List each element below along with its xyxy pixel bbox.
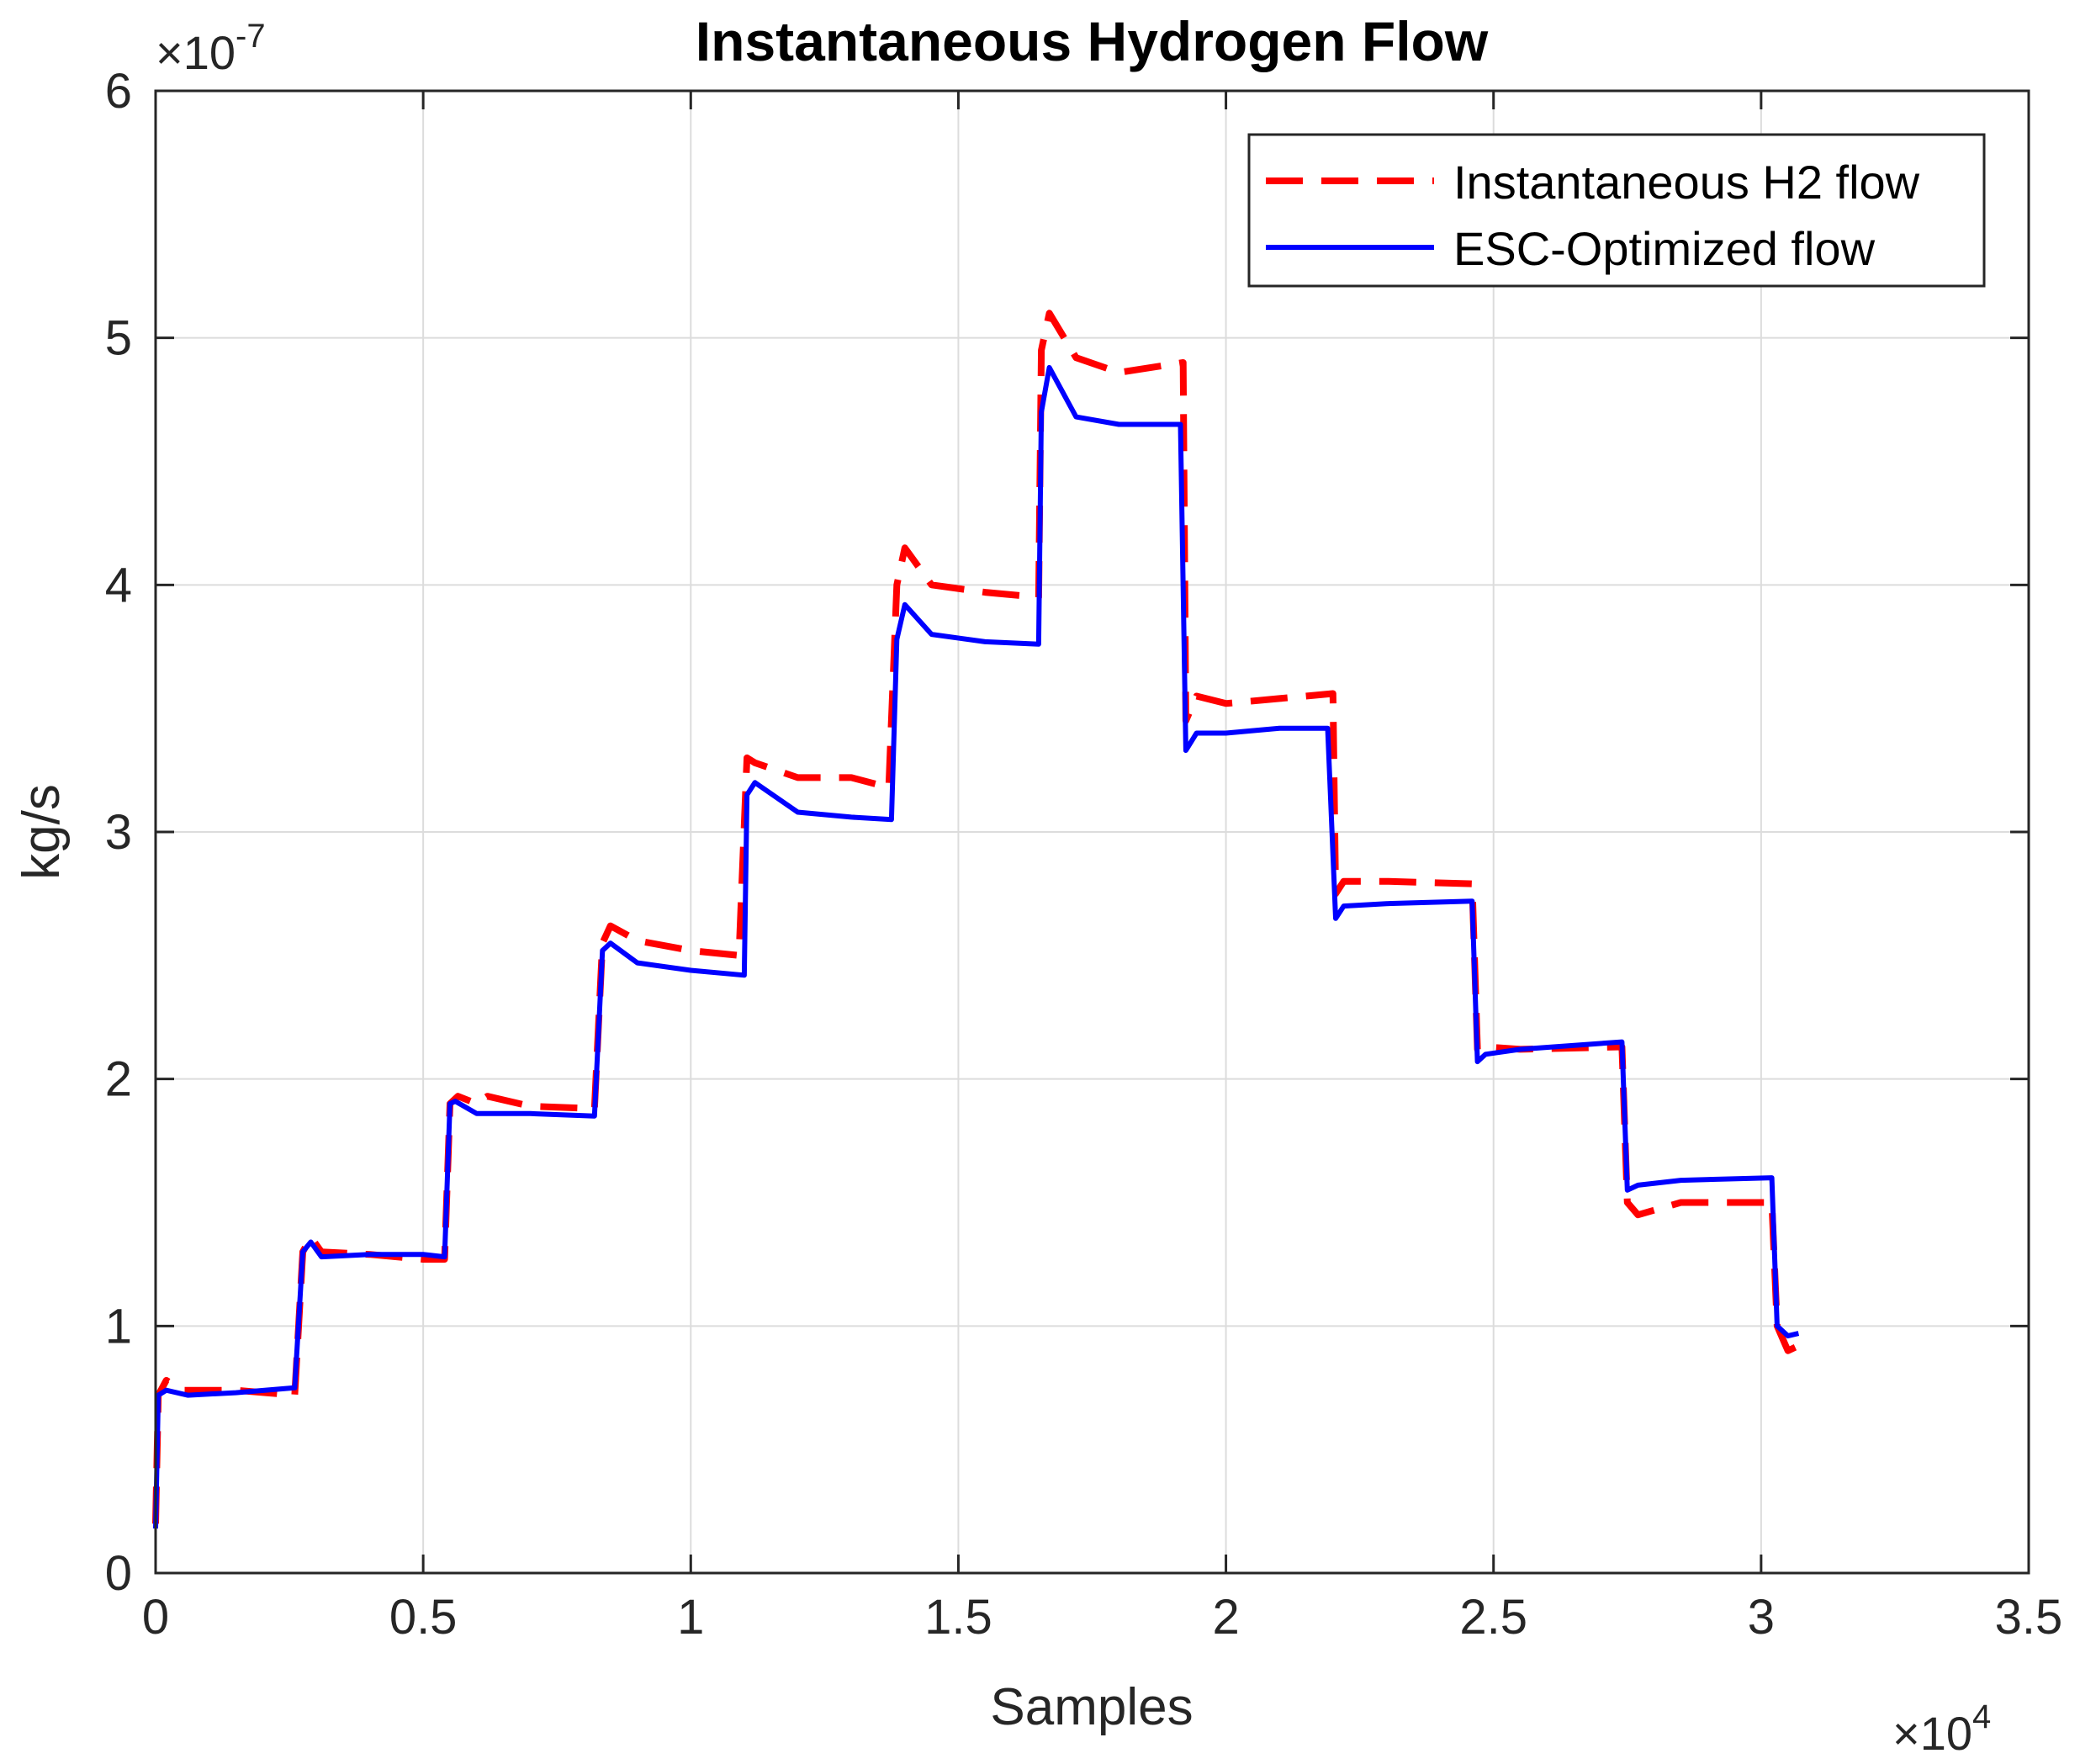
x-tick-label-0: 0: [142, 1590, 169, 1645]
tick-labels: 0 0.5 1 1.5 2 2.5 3 3.5 0 1 2 3 4 5 6: [105, 64, 2063, 1645]
y-tick-label-4: 4: [105, 558, 132, 612]
x-tick-label-3: 1.5: [924, 1590, 992, 1645]
y-tick-label-0: 0: [105, 1546, 132, 1601]
legend: Instantaneous H2 flow ESC-Optimized flow: [1247, 133, 1986, 288]
legend-box: [1247, 133, 1986, 288]
axis-ticks: [154, 89, 2030, 1575]
y-tick-label-5: 5: [105, 311, 132, 366]
x-tick-label-6: 3: [1748, 1590, 1775, 1645]
y-tick-label-6: 6: [105, 64, 132, 119]
x-exponent-label: ×104: [1892, 1698, 1991, 1760]
x-tick-label-2: 1: [677, 1590, 704, 1645]
y-exponent-power: -7: [236, 18, 266, 55]
y-axis-label: kg/s: [13, 784, 71, 880]
legend-label-esc: ESC-Optimized flow: [1453, 222, 1876, 275]
y-tick-label-3: 3: [105, 805, 132, 860]
x-exponent-base: ×10: [1892, 1707, 1972, 1760]
x-tick-label-5: 2.5: [1459, 1590, 1527, 1645]
y-tick-label-2: 2: [105, 1052, 132, 1107]
y-exponent-base: ×10: [156, 26, 236, 79]
x-axis-label: Samples: [990, 1678, 1193, 1736]
series-line-esc-optimized: [153, 364, 1800, 1529]
x-tick-label-4: 2: [1212, 1590, 1239, 1645]
x-exponent-power: 4: [1972, 1698, 1991, 1735]
chart-title: Instantaneous Hydrogen Flow: [696, 10, 1489, 72]
y-tick-label-1: 1: [105, 1299, 132, 1353]
x-tick-label-1: 0.5: [389, 1590, 458, 1645]
legend-label-h2: Instantaneous H2 flow: [1453, 156, 1920, 209]
x-tick-label-7: 3.5: [1995, 1590, 2063, 1645]
y-exponent-label: ×10-7: [156, 18, 266, 79]
series-layer: [152, 310, 1801, 1529]
